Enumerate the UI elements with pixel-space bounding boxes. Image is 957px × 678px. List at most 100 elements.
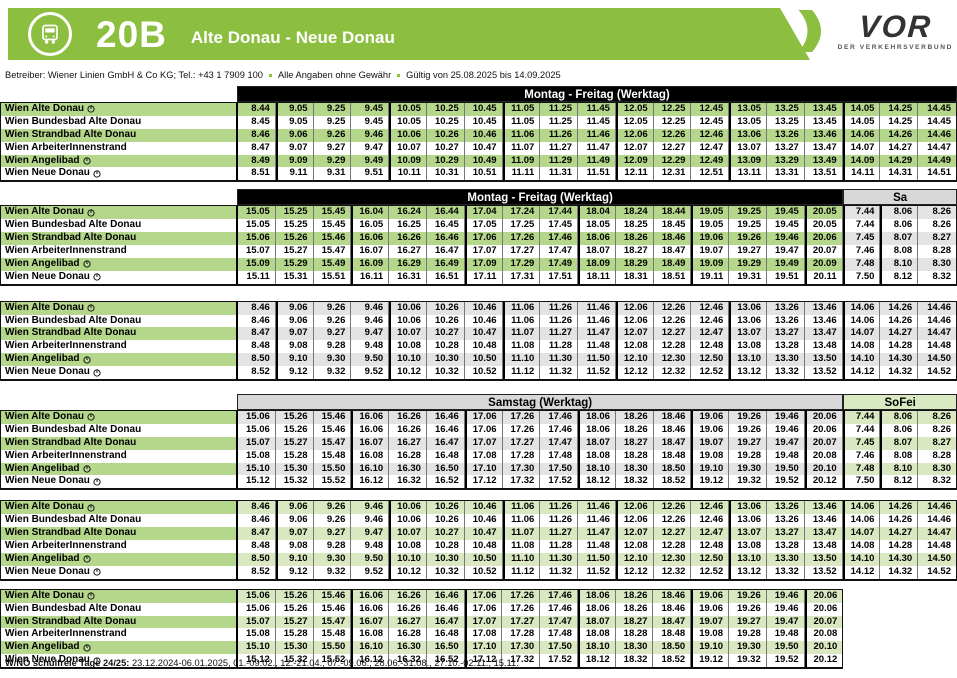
time-cell: 11.31 xyxy=(540,167,579,181)
time-cell: 9.30 xyxy=(313,552,352,566)
time-cell: 14.50 xyxy=(918,353,956,367)
time-cell: 11.10 xyxy=(502,353,541,367)
time-cell: 14.47 xyxy=(918,527,956,541)
time-cell: 10.46 xyxy=(465,314,503,328)
time-cell: 14.06 xyxy=(842,128,881,142)
time-cell: 13.06 xyxy=(729,514,768,528)
time-cell: 14.28 xyxy=(880,540,919,553)
time-cell: 11.27 xyxy=(540,527,579,541)
time-cell: 14.06 xyxy=(842,514,881,528)
time-cell: 17.12 xyxy=(464,475,503,489)
time-cell: 12.47 xyxy=(691,327,730,341)
timetable: Montag - Freitag (Werktag) Wien Alte Dona… xyxy=(0,86,957,670)
stop-name: Wien ArbeiterInnenstrand xyxy=(5,141,127,153)
time-cell: 14.12 xyxy=(842,366,881,380)
stop-name-cell: Wien Alte Donau xyxy=(1,103,238,116)
time-cell: 16.52 xyxy=(427,475,465,489)
time-cell: 12.27 xyxy=(653,527,692,541)
time-cell: 16.52 xyxy=(427,654,465,668)
time-cell: 13.29 xyxy=(767,154,805,168)
time-cell: 19.11 xyxy=(691,270,730,284)
time-cell: 14.06 xyxy=(842,501,881,515)
time-cell: 17.30 xyxy=(502,641,541,655)
time-cell: 19.25 xyxy=(729,206,768,220)
time-cell: 15.31 xyxy=(276,270,314,284)
time-cell: 18.06 xyxy=(577,602,616,616)
time-cell: 18.11 xyxy=(578,270,616,284)
time-cell: 18.47 xyxy=(654,245,692,258)
time-cell: 8.46 xyxy=(238,514,276,528)
time-cell: 10.30 xyxy=(426,552,465,566)
time-cell: 13.07 xyxy=(729,527,768,541)
time-cell: 20.11 xyxy=(804,270,843,284)
time-cell: 14.27 xyxy=(880,141,919,155)
time-cell: 16.47 xyxy=(426,436,465,450)
time-cell: 15.26 xyxy=(275,232,314,246)
time-cell: 16.46 xyxy=(426,411,465,424)
time-cell: 10.45 xyxy=(464,103,503,116)
stop-name: Wien Angelibad xyxy=(5,641,80,653)
info-line: Betreiber: Wiener Linien GmbH & Co KG; T… xyxy=(5,70,561,80)
time-cell: 9.26 xyxy=(313,301,352,315)
time-cell: 19.27 xyxy=(729,245,768,258)
time-cell: 16.08 xyxy=(351,628,390,642)
time-cell: 13.05 xyxy=(729,115,768,129)
time-cell: 13.08 xyxy=(729,340,768,354)
stop-name-cell: Wien Neue Donau xyxy=(1,654,238,668)
time-cell: 16.27 xyxy=(389,245,427,258)
time-cell: 18.46 xyxy=(653,411,692,424)
time-cell: 9.06 xyxy=(275,314,314,328)
time-cell: 11.49 xyxy=(578,154,616,168)
stop-name: Wien Neue Donau xyxy=(5,366,90,378)
time-cell: 19.08 xyxy=(691,628,729,642)
time-cell: 14.47 xyxy=(927,141,951,153)
time-cell: 10.48 xyxy=(465,340,503,354)
time-cell: 18.08 xyxy=(577,628,616,642)
time-cell: 18.07 xyxy=(577,615,616,629)
stop-symbol-icon xyxy=(82,356,91,364)
time-cell: 13.51 xyxy=(805,167,843,181)
disclaimer: Alle Angaben ohne Gewähr xyxy=(277,70,392,80)
time-cell: 14.30 xyxy=(880,552,919,566)
time-cell: 18.25 xyxy=(616,219,654,233)
time-cell: 17.28 xyxy=(502,628,541,642)
time-cell: 16.29 xyxy=(389,257,427,271)
timetable-section-e: Wien Alte Donau 8.46 9.06 9.26 9.46 10.06 10.2… xyxy=(0,500,957,581)
time-cell: 18.12 xyxy=(578,475,616,489)
time-cell: 10.32 xyxy=(427,565,465,579)
time-cell: 15.08 xyxy=(238,449,276,463)
time-cell: 10.06 xyxy=(389,128,427,142)
time-cell: 14.32 xyxy=(880,565,919,579)
time-cell: 9.09 xyxy=(275,154,314,168)
time-cell: 15.32 xyxy=(276,654,314,668)
time-cell: 12.10 xyxy=(615,552,654,566)
time-cell: 8.46 xyxy=(238,501,276,515)
time-cell: 14.05 xyxy=(842,103,881,116)
time-cell: 8.07 xyxy=(880,436,919,450)
time-cell: 11.50 xyxy=(578,353,616,367)
time-cell: 10.47 xyxy=(464,527,503,541)
timetable-section-d: Samstag (Werktag) SoFei Wien Alte Donau 15.… xyxy=(0,394,957,491)
time-cell: 13.49 xyxy=(804,154,843,168)
time-cell: 11.06 xyxy=(502,514,541,528)
stop-name-cell: Wien Angelibad xyxy=(1,462,238,476)
time-cell: 11.12 xyxy=(502,565,541,579)
stop-name-cell: Wien Neue Donau xyxy=(1,366,238,380)
time-cell: 12.27 xyxy=(654,141,692,155)
time-cell: 11.26 xyxy=(540,514,579,528)
time-cell: 11.52 xyxy=(578,366,616,380)
time-cell: 19.30 xyxy=(729,462,768,476)
time-cell: 16.28 xyxy=(389,628,427,642)
time-cell: 15.46 xyxy=(314,602,352,616)
time-cell: 11.30 xyxy=(540,353,579,367)
timetable-section-b: Montag - Freitag (Werktag) Sa Wien Alte Do… xyxy=(0,189,957,286)
time-cell: 8.12 xyxy=(880,475,919,489)
time-cell: 10.26 xyxy=(427,514,465,528)
stop-symbol-icon xyxy=(87,209,95,217)
time-cell: 7.50 xyxy=(842,475,881,489)
time-cell: 19.28 xyxy=(729,449,768,463)
time-cell: 20.10 xyxy=(804,641,843,655)
time-cell: 16.45 xyxy=(427,219,465,233)
time-cell: 19.05 xyxy=(691,219,730,233)
time-cell: 11.28 xyxy=(540,540,579,553)
